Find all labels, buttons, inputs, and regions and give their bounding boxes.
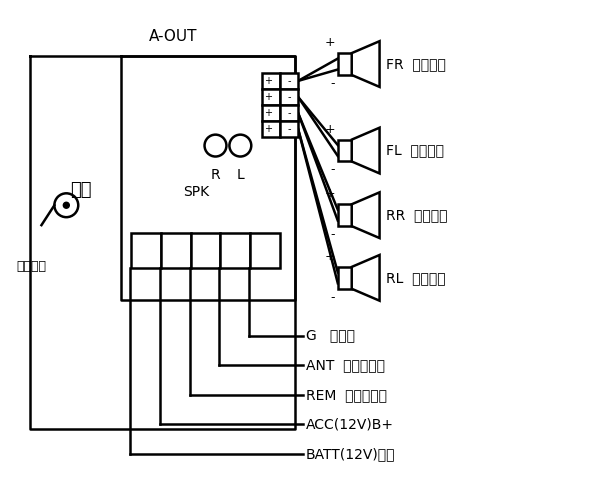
Text: 天线插孔: 天线插孔 <box>16 260 47 273</box>
Text: -: - <box>288 76 291 86</box>
Text: +: + <box>324 122 335 136</box>
Text: FL  前左喇叭: FL 前左喇叭 <box>385 144 443 158</box>
Text: +: + <box>263 124 272 134</box>
Bar <box>250 233 280 268</box>
Text: -: - <box>288 108 291 118</box>
Bar <box>280 73 298 89</box>
Text: -: - <box>330 291 335 304</box>
Polygon shape <box>352 41 379 87</box>
Bar <box>338 204 352 226</box>
Bar <box>338 267 352 289</box>
Text: G   搭铁线: G 搭铁线 <box>306 328 355 342</box>
Text: +: + <box>324 188 335 200</box>
Bar <box>280 120 298 136</box>
Bar <box>220 233 250 268</box>
Bar <box>280 89 298 105</box>
Bar <box>338 53 352 75</box>
Bar <box>338 140 352 162</box>
Text: RR  后右喇叭: RR 后右喇叭 <box>385 208 447 222</box>
Text: +: + <box>263 92 272 102</box>
Bar <box>280 105 298 120</box>
Bar <box>131 233 161 268</box>
Text: L: L <box>237 168 244 182</box>
Bar <box>262 73 280 89</box>
Polygon shape <box>352 192 379 238</box>
Text: -: - <box>288 124 291 134</box>
Text: -: - <box>330 164 335 176</box>
Bar <box>191 233 220 268</box>
Text: SPK: SPK <box>184 186 210 200</box>
Polygon shape <box>352 128 379 174</box>
Polygon shape <box>352 255 379 300</box>
Text: 主机: 主机 <box>71 182 92 200</box>
Text: RL  后左喇叭: RL 后左喇叭 <box>385 271 445 285</box>
Bar <box>262 89 280 105</box>
Text: ACC(12V)B+: ACC(12V)B+ <box>306 417 394 431</box>
Text: +: + <box>324 36 335 49</box>
Text: +: + <box>324 250 335 263</box>
Bar <box>262 105 280 120</box>
Text: -: - <box>288 92 291 102</box>
Text: REM  功放控制线: REM 功放控制线 <box>306 388 387 402</box>
Text: -: - <box>330 77 335 90</box>
Text: FR  前右喇叭: FR 前右喇叭 <box>385 57 445 71</box>
Text: -: - <box>330 228 335 241</box>
Text: A-OUT: A-OUT <box>149 29 198 44</box>
Text: +: + <box>263 76 272 86</box>
Text: ANT  天线控制线: ANT 天线控制线 <box>306 358 385 372</box>
Text: R: R <box>211 168 220 182</box>
Circle shape <box>63 202 69 208</box>
Text: BATT(12V)常电: BATT(12V)常电 <box>306 447 396 461</box>
Text: +: + <box>263 108 272 118</box>
Bar <box>262 120 280 136</box>
Bar <box>161 233 191 268</box>
